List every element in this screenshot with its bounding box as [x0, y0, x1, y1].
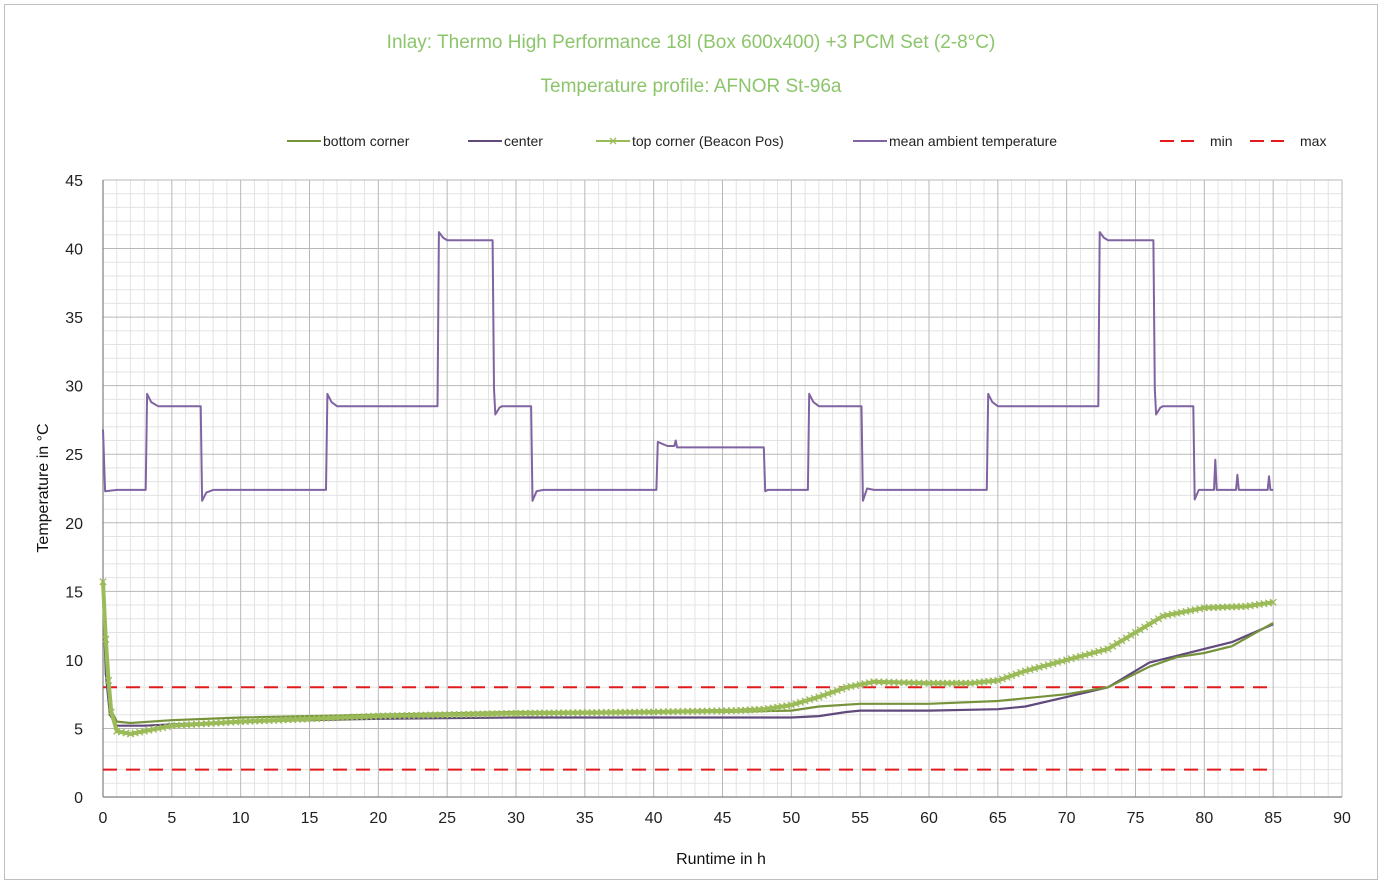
series-marker-top-corner-beacon-pos	[1141, 623, 1149, 631]
x-tick-label: 70	[1058, 810, 1076, 827]
y-tick-label: 45	[65, 173, 83, 190]
series-marker-top-corner-beacon-pos	[787, 701, 795, 709]
legend-marker-top-corner-beacon-pos	[609, 137, 617, 145]
series-marker-top-corner-beacon-pos	[107, 708, 115, 716]
series-marker-top-corner-beacon-pos	[99, 578, 107, 586]
series-marker-top-corner-beacon-pos	[1150, 617, 1158, 626]
y-tick-label: 0	[74, 790, 83, 807]
x-tick-label: 5	[167, 810, 176, 827]
series-marker-top-corner-beacon-pos	[792, 700, 800, 708]
y-tick-label: 15	[65, 584, 83, 601]
x-tick-label: 85	[1264, 810, 1282, 827]
legend-label-center: center	[504, 133, 543, 149]
y-tick-label: 30	[65, 379, 83, 396]
x-tick-label: 0	[99, 810, 108, 827]
series-marker-top-corner-beacon-pos	[796, 698, 805, 707]
series-marker-top-corner-beacon-pos	[819, 691, 828, 699]
series-marker-top-corner-beacon-pos	[1007, 671, 1016, 680]
legend-label-mean-ambient-temperature: mean ambient temperature	[889, 133, 1057, 149]
x-tick-label: 15	[301, 810, 319, 827]
legend-label-bottom-corner: bottom corner	[323, 133, 410, 149]
x-tick-label: 20	[369, 810, 387, 827]
x-tick-label: 25	[438, 810, 456, 827]
legend-label-max: max	[1300, 133, 1326, 149]
y-axis-label: Temperature in °C	[35, 423, 52, 552]
chart-title: Inlay: Thermo High Performance 18l (Box …	[387, 32, 996, 53]
series-layer	[99, 231, 1277, 771]
series-marker-top-corner-beacon-pos	[810, 694, 818, 702]
legend-label-top-corner-beacon-pos: top corner (Beacon Pos)	[632, 133, 784, 149]
series-marker-top-corner-beacon-pos	[102, 635, 110, 643]
series-marker-top-corner-beacon-pos	[1131, 628, 1140, 637]
y-tick-label: 20	[65, 516, 83, 533]
x-tick-label: 50	[782, 810, 800, 827]
series-marker-top-corner-beacon-pos	[104, 676, 113, 685]
series-marker-top-corner-beacon-pos	[838, 685, 846, 693]
y-tick-label: 25	[65, 447, 83, 464]
series-marker-top-corner-beacon-pos	[1154, 615, 1163, 623]
legend-label-min: min	[1210, 133, 1233, 149]
y-tick-label: 35	[65, 310, 83, 327]
series-marker-top-corner-beacon-pos	[806, 695, 814, 704]
x-axis-label: Runtime in h	[676, 851, 766, 868]
series-marker-top-corner-beacon-pos	[1104, 645, 1112, 653]
x-tick-label: 80	[1195, 810, 1213, 827]
series-marker-top-corner-beacon-pos	[998, 675, 1007, 683]
x-tick-label: 40	[645, 810, 663, 827]
series-marker-top-corner-beacon-pos	[994, 676, 1002, 685]
x-tick-label: 75	[1127, 810, 1145, 827]
series-marker-top-corner-beacon-pos	[815, 693, 823, 701]
series-marker-top-corner-beacon-pos	[828, 688, 837, 696]
series-marker-top-corner-beacon-pos	[1269, 598, 1277, 606]
series-line-center	[101, 591, 1274, 727]
series-marker-top-corner-beacon-pos	[1108, 642, 1117, 650]
y-tick-label: 40	[65, 242, 83, 259]
axis-ticks: 0 5 10 15 20 25 30 35 40 45 50 55 60 65 70 75 80 85 90 0 5 10…	[65, 173, 1351, 827]
series-marker-top-corner-beacon-pos	[1113, 639, 1121, 648]
x-tick-label: 45	[714, 810, 732, 827]
y-tick-label: 5	[74, 721, 83, 738]
series-line-mean-ambient-temperature	[102, 231, 1274, 502]
legend: bottom corner center top corner (Beacon Po…	[287, 133, 1326, 149]
x-tick-label: 90	[1333, 810, 1351, 827]
series-marker-top-corner-beacon-pos	[1122, 634, 1130, 642]
x-tick-label: 30	[507, 810, 525, 827]
series-marker-top-corner-beacon-pos	[1003, 673, 1011, 681]
series-marker-top-corner-beacon-pos	[1012, 670, 1020, 678]
series-marker-top-corner-beacon-pos	[801, 697, 809, 705]
x-tick-label: 10	[232, 810, 250, 827]
series-line-bottom-corner	[101, 591, 1274, 725]
series-marker-top-corner-beacon-pos	[833, 686, 841, 695]
x-tick-label: 55	[851, 810, 869, 827]
series-marker-top-corner-beacon-pos	[1136, 626, 1144, 634]
series-marker-top-corner-beacon-pos	[1118, 637, 1126, 645]
x-tick-label: 65	[989, 810, 1007, 827]
series-marker-top-corner-beacon-pos	[1017, 668, 1025, 677]
x-tick-label: 60	[920, 810, 938, 827]
series-marker-top-corner-beacon-pos	[824, 690, 832, 698]
series-marker-top-corner-beacon-pos	[1145, 620, 1153, 628]
chart-subtitle: Temperature profile: AFNOR St-96a	[541, 76, 842, 97]
y-tick-label: 10	[65, 653, 83, 670]
series-marker-top-corner-beacon-pos	[1127, 631, 1135, 639]
x-tick-label: 35	[576, 810, 594, 827]
major-gridlines	[102, 179, 1343, 798]
